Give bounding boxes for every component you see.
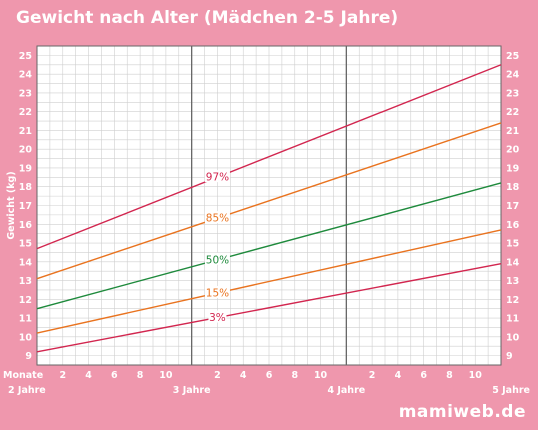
x-tick-label: 8 xyxy=(446,370,453,381)
series-label-bg xyxy=(204,285,230,298)
y-tick-label-left: 22 xyxy=(19,107,32,118)
y-tick-label-right: 14 xyxy=(506,257,520,268)
y-tick-label-right: 25 xyxy=(506,51,519,62)
x-tick-label: 10 xyxy=(314,370,328,381)
x-tick-label: 4 xyxy=(395,370,402,381)
y-tick-label-left: 14 xyxy=(19,257,33,268)
series-label: 97% xyxy=(206,172,229,184)
x-tick-label: 6 xyxy=(420,370,427,381)
x-year-label: 5 Jahre xyxy=(492,385,530,396)
plot-border xyxy=(36,45,502,366)
y-tick-label-left: 21 xyxy=(19,126,32,137)
y-tick-label-right: 17 xyxy=(506,201,519,212)
x-year-label: 2 Jahre xyxy=(8,385,46,396)
y-tick-label-right: 20 xyxy=(506,145,520,156)
series-line xyxy=(36,64,502,250)
y-tick-label-right: 9 xyxy=(506,351,513,362)
x-tick-label: 8 xyxy=(137,370,144,381)
x-tick-label: 2 xyxy=(59,370,66,381)
series-line xyxy=(36,262,502,353)
x-tick-label: 4 xyxy=(85,370,92,381)
y-tick-label-left: 25 xyxy=(19,51,32,62)
series-label-bg xyxy=(204,211,230,224)
series-label-bg xyxy=(204,170,230,183)
y-tick-label-left: 16 xyxy=(19,220,33,231)
y-tick-label-right: 18 xyxy=(506,182,520,193)
y-tick-label-right: 13 xyxy=(506,276,519,287)
y-tick-label-left: 12 xyxy=(19,295,32,306)
y-tick-label-left: 23 xyxy=(19,88,32,99)
x-tick-label: 6 xyxy=(111,370,118,381)
y-tick-label-left: 19 xyxy=(19,163,32,174)
y-tick-label-right: 19 xyxy=(506,163,519,174)
x-year-label: 3 Jahre xyxy=(173,385,211,396)
y-tick-label-left: 18 xyxy=(19,182,33,193)
x-tick-label: 4 xyxy=(240,370,247,381)
series-label-bg xyxy=(204,252,230,265)
x-tick-label: 6 xyxy=(266,370,273,381)
y-tick-label-right: 15 xyxy=(506,239,519,250)
y-tick-label-left: 17 xyxy=(19,201,32,212)
series-label: 50% xyxy=(206,254,229,266)
y-tick-label-left: 13 xyxy=(19,276,32,287)
y-tick-label-right: 22 xyxy=(506,107,519,118)
series-label-bg xyxy=(208,310,227,323)
series-line xyxy=(36,229,502,334)
y-tick-label-left: 10 xyxy=(19,332,33,343)
series-line xyxy=(36,122,502,280)
series-label: 3% xyxy=(209,312,226,324)
y-tick-label-left: 15 xyxy=(19,239,32,250)
y-tick-label-right: 24 xyxy=(506,70,520,81)
series-line xyxy=(36,182,502,310)
y-tick-label-right: 21 xyxy=(506,126,519,137)
x-tick-label: 10 xyxy=(159,370,173,381)
series-label: 85% xyxy=(206,213,229,225)
x-year-label: 4 Jahre xyxy=(327,385,365,396)
series-label: 15% xyxy=(206,287,229,299)
y-tick-label-right: 10 xyxy=(506,332,520,343)
y-axis-label: Gewicht (kg) xyxy=(6,171,17,239)
y-tick-label-left: 24 xyxy=(19,70,33,81)
chart-title: Gewicht nach Alter (Mädchen 2-5 Jahre) xyxy=(16,8,399,28)
y-tick-label-right: 11 xyxy=(506,314,519,325)
x-tick-label: 10 xyxy=(469,370,483,381)
x-tick-label: 2 xyxy=(369,370,376,381)
y-tick-label-left: 20 xyxy=(19,145,33,156)
y-tick-label-left: 9 xyxy=(25,351,32,362)
x-tick-label: 2 xyxy=(214,370,221,381)
y-tick-label-right: 16 xyxy=(506,220,520,231)
y-tick-label-left: 11 xyxy=(19,314,32,325)
x-unit-label: Monate xyxy=(3,370,43,381)
brand-logo: mamiweb.de xyxy=(398,402,526,422)
x-tick-label: 8 xyxy=(291,370,298,381)
y-tick-label-right: 12 xyxy=(506,295,519,306)
y-tick-label-right: 23 xyxy=(506,88,519,99)
